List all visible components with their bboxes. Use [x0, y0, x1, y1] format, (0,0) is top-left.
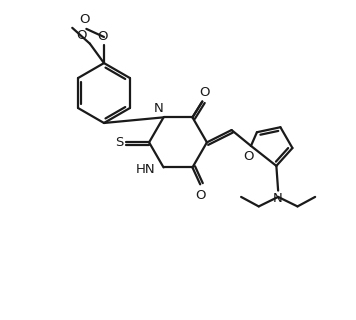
- Text: O: O: [97, 30, 108, 43]
- Text: N: N: [153, 101, 163, 115]
- Text: N: N: [273, 192, 283, 205]
- Text: O: O: [243, 150, 253, 163]
- Text: S: S: [115, 136, 124, 149]
- Text: O: O: [199, 86, 209, 99]
- Text: O: O: [195, 188, 205, 202]
- Text: HN: HN: [136, 163, 156, 176]
- Text: O: O: [77, 29, 87, 42]
- Text: O: O: [79, 13, 90, 26]
